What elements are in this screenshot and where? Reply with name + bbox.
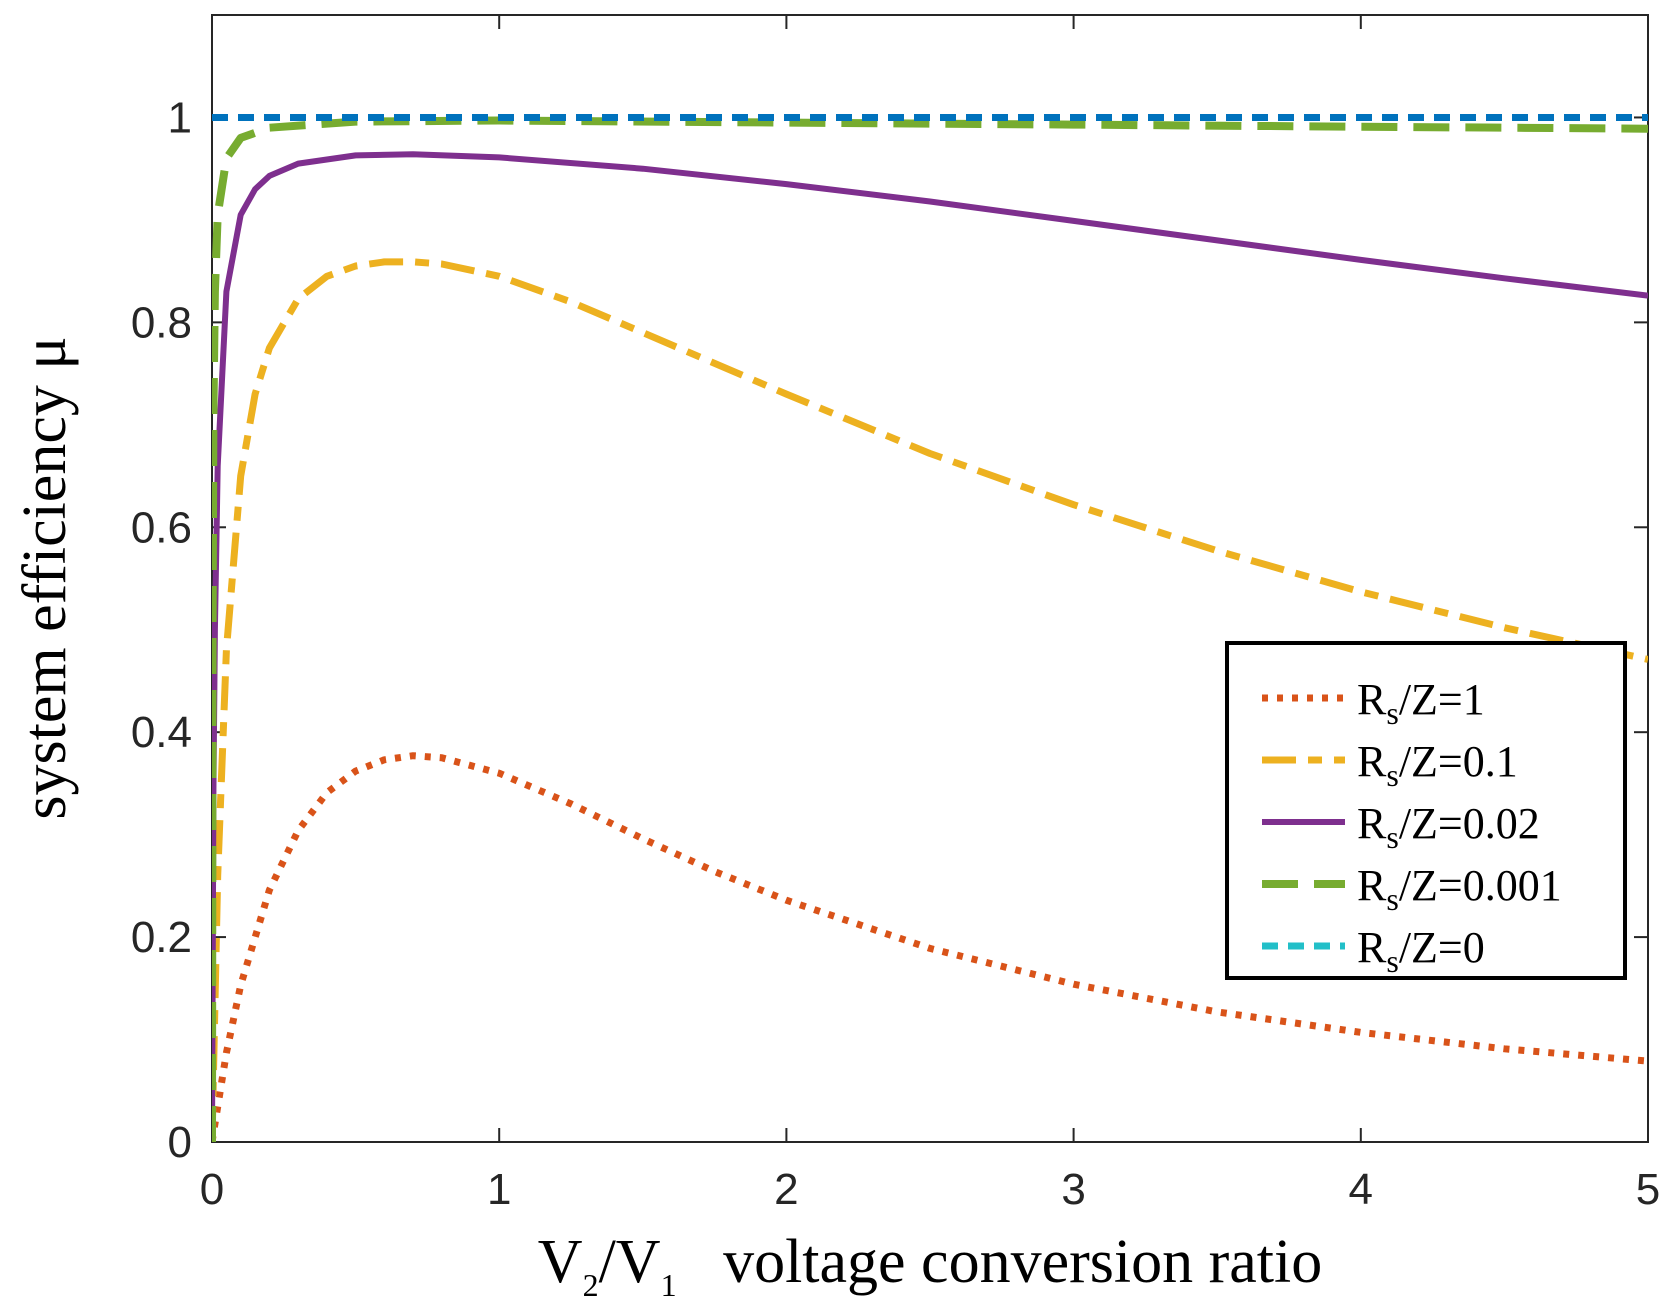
legend-label: Rs/Z=0.02	[1357, 799, 1540, 855]
legend-label: Rs/Z=0.001	[1357, 861, 1562, 917]
x-axis-title-part: V	[538, 1228, 583, 1296]
series-line	[212, 258, 1648, 1142]
x-axis-title: V2/V1 voltage conversion ratio	[538, 1228, 1322, 1303]
legend: Rs/Z=1 Rs/Z=0.1 Rs/Z=0.02 Rs/Z=0.001 Rs/Z=0	[1225, 641, 1627, 980]
x-tick-label: 3	[1061, 1165, 1085, 1214]
y-tick-label: 0.4	[131, 708, 192, 757]
y-tick-label: 1	[168, 93, 192, 142]
y-axis-title: system efficiency μ	[11, 336, 79, 819]
y-tick-label: 0.8	[131, 298, 192, 347]
x-tick-label: 1	[487, 1165, 511, 1214]
x-axis-title-sub: 1	[661, 1267, 677, 1303]
x-tick-label: 5	[1636, 1165, 1660, 1214]
x-tick-label: 4	[1349, 1165, 1373, 1214]
legend-label: Rs/Z=0	[1357, 923, 1485, 979]
series-line	[212, 116, 1648, 1142]
x-tick-label: 0	[200, 1165, 224, 1214]
x-axis-title-sub: 2	[583, 1267, 599, 1303]
y-tick-label: 0	[168, 1118, 192, 1167]
x-axis-title-part: /V	[599, 1228, 661, 1296]
series-line	[212, 752, 1648, 1142]
x-axis-title-part: voltage conversion ratio	[677, 1228, 1323, 1296]
x-tick-label: 2	[774, 1165, 798, 1214]
legend-label: Rs/Z=0.1	[1357, 737, 1518, 793]
legend-label: Rs/Z=1	[1357, 675, 1485, 731]
series-line	[212, 151, 1648, 1142]
y-tick-label: 0.6	[131, 503, 192, 552]
y-tick-label: 0.2	[131, 913, 192, 962]
